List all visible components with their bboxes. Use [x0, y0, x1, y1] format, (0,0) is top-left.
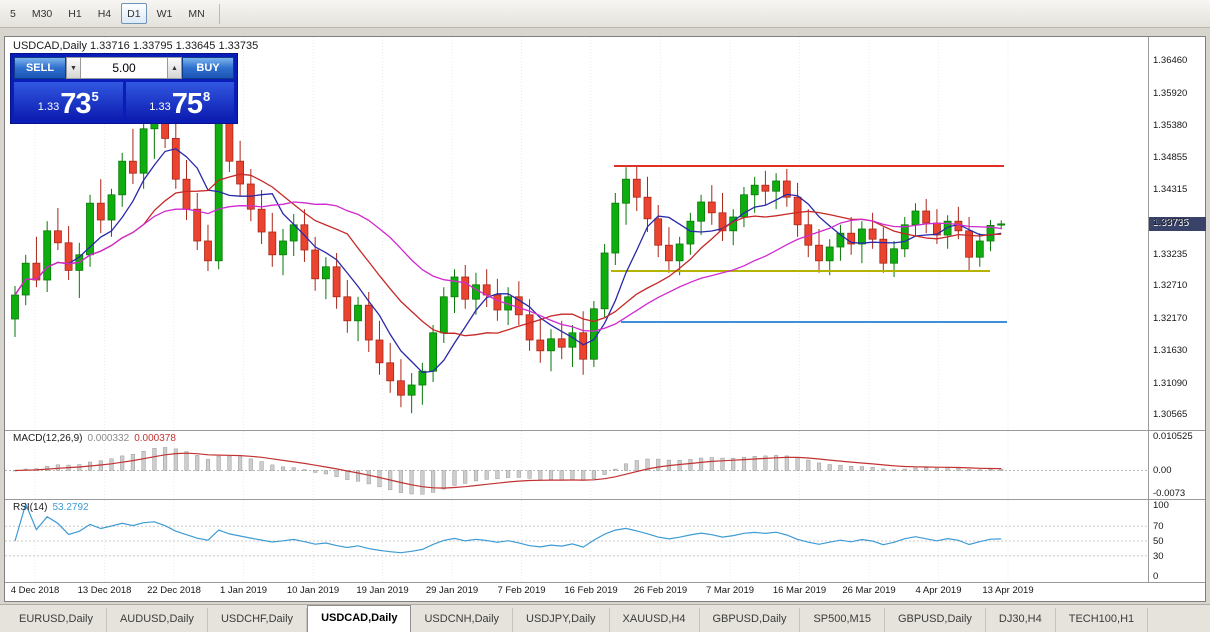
price-axis-label: 1.33235 [1153, 249, 1188, 260]
chart-tab-audusd-daily[interactable]: AUDUSD,Daily [107, 608, 208, 632]
candlestick-chart [11, 37, 1009, 430]
timeframe-button-m30[interactable]: M30 [26, 3, 58, 24]
date-axis-label: 13 Apr 2019 [982, 585, 1034, 596]
sell-price-display[interactable]: 1.33 73 5 [14, 82, 123, 120]
macd-axis: 0.010525 0.00 -0.0073 [1148, 431, 1205, 499]
trade-price-row: 1.33 73 5 1.33 75 8 [14, 82, 234, 120]
rsi-name: RSI(14) [13, 502, 48, 513]
date-axis-label: 4 Dec 2018 [10, 585, 60, 596]
buy-price-prefix: 1.33 [149, 101, 171, 113]
macd-label: MACD(12,26,9) 0.000332 0.000378 [13, 433, 176, 444]
timeframe-button-mn[interactable]: MN [182, 3, 210, 24]
rsi-value: 53.2792 [52, 502, 89, 513]
date-axis-label: 16 Feb 2019 [564, 585, 618, 596]
date-axis-label: 10 Jan 2019 [286, 585, 340, 596]
price-axis-label: 1.31630 [1153, 345, 1188, 356]
macd-axis-label: -0.0073 [1153, 488, 1186, 499]
macd-axis-label: 0.00 [1153, 465, 1172, 476]
buy-price-pip: 8 [202, 89, 211, 104]
time-axis: 4 Dec 2018 13 Dec 2018 22 Dec 2018 1 Jan 20… [5, 583, 1205, 600]
price-axis-label: 1.34855 [1153, 152, 1188, 163]
price-axis-label: 1.36460 [1153, 55, 1188, 66]
chart-tab-usdjpy-daily[interactable]: USDJPY,Daily [513, 608, 610, 632]
sell-price-big: 73 [60, 88, 91, 120]
macd-indicator [5, 431, 1148, 499]
chart-tab-usdcnh-daily[interactable]: USDCNH,Daily [411, 608, 514, 632]
date-axis-label: 26 Mar 2019 [842, 585, 896, 596]
chart-tab-gbpusd-daily[interactable]: GBPUSD,Daily [700, 608, 801, 632]
date-axis-label: 4 Apr 2019 [915, 585, 962, 596]
rsi-pane: RSI(14) 53.2792 100 70 50 30 0 [5, 500, 1205, 583]
chart-window: USDCAD,Daily 1.33716 1.33795 1.33645 1.3… [4, 36, 1206, 602]
date-axis-label: 26 Feb 2019 [633, 585, 688, 596]
date-axis-label: 16 Mar 2019 [772, 585, 827, 596]
timeframe-buttons: 5 M30 H1 H4 D1 W1 MN [2, 3, 213, 24]
macd-name: MACD(12,26,9) [13, 433, 83, 444]
chart-tab-tech100-h1[interactable]: TECH100,H1 [1056, 608, 1149, 632]
chart-tab-usdchf-daily[interactable]: USDCHF,Daily [208, 608, 308, 632]
date-axis-label: 1 Jan 2019 [219, 585, 268, 596]
price-axis-label: 1.31090 [1153, 378, 1188, 389]
macd-axis-label: 0.010525 [1153, 431, 1193, 442]
chart-tab-gbpusd-daily[interactable]: GBPUSD,Daily [885, 608, 986, 632]
date-axis-label: 7 Mar 2019 [705, 585, 755, 596]
macd-pane: MACD(12,26,9) 0.000332 0.000378 0.010525 0.… [5, 431, 1205, 500]
price-axis-label: 1.35380 [1153, 120, 1188, 131]
price-axis: 1.33735 1.36460 1.35920 1.35380 1.34855 1.34… [1148, 37, 1206, 430]
rsi-axis-label: 70 [1153, 521, 1164, 532]
rsi-axis-label: 100 [1153, 500, 1169, 511]
rsi-axis-label: 0 [1153, 571, 1159, 582]
volume-decrease-icon[interactable]: ▼ [66, 57, 81, 79]
macd-plot[interactable]: MACD(12,26,9) 0.000332 0.000378 [5, 431, 1148, 499]
sell-button[interactable]: SELL [14, 57, 66, 79]
sell-price-prefix: 1.33 [37, 101, 60, 113]
chart-tab-xauusd-h4[interactable]: XAUUSD,H4 [610, 608, 700, 632]
rsi-axis: 100 70 50 30 0 [1148, 500, 1205, 582]
sell-price-pip: 5 [91, 89, 99, 104]
chart-title: USDCAD,Daily 1.33716 1.33795 1.33645 1.3… [13, 40, 259, 52]
chart-tab-eurusd-daily[interactable]: EURUSD,Daily [6, 608, 107, 632]
current-price-badge: 1.33735 [1149, 217, 1206, 231]
buy-price-big: 75 [171, 88, 203, 120]
date-axis-label: 13 Dec 2018 [77, 585, 132, 596]
buy-button[interactable]: BUY [182, 57, 234, 79]
chart-tab-dj30-h4[interactable]: DJ30,H4 [986, 608, 1056, 632]
macd-signal-value: 0.000378 [134, 433, 176, 444]
timeframe-button-5[interactable]: 5 [4, 3, 22, 24]
chart-tabs-bar: EURUSD,Daily AUDUSD,Daily USDCHF,Daily USDC… [0, 604, 1210, 632]
main-chart-pane: USDCAD,Daily 1.33716 1.33795 1.33645 1.3… [5, 37, 1206, 431]
price-axis-label: 1.34315 [1153, 184, 1188, 195]
rsi-plot[interactable]: RSI(14) 53.2792 [5, 500, 1148, 582]
date-axis-label: 7 Feb 2019 [497, 585, 546, 596]
price-axis-label: 1.33775 [1153, 217, 1188, 228]
chart-tab-usdcad-daily[interactable]: USDCAD,Daily [307, 605, 412, 632]
timeframe-toolbar: 5 M30 H1 H4 D1 W1 MN [0, 0, 1210, 28]
date-axis-label: 22 Dec 2018 [147, 585, 201, 596]
timeframe-button-h4[interactable]: H4 [92, 3, 117, 24]
timeframe-button-d1[interactable]: D1 [121, 3, 147, 24]
price-axis-label: 1.35920 [1153, 88, 1188, 99]
rsi-axis-label: 30 [1153, 551, 1164, 562]
timeframe-button-w1[interactable]: W1 [151, 3, 179, 24]
volume-input[interactable] [81, 57, 167, 79]
rsi-axis-label: 50 [1153, 536, 1164, 547]
toolbar-separator [218, 3, 220, 24]
main-chart-plot[interactable]: USDCAD,Daily 1.33716 1.33795 1.33645 1.3… [5, 37, 1148, 430]
timeframe-button-h1[interactable]: H1 [62, 3, 87, 24]
rsi-label: RSI(14) 53.2792 [13, 502, 89, 513]
chart-tab-sp500-m15[interactable]: SP500,M15 [800, 608, 885, 632]
date-axis-label: 29 Jan 2019 [425, 585, 479, 596]
macd-main-value: 0.000332 [87, 433, 130, 444]
trade-order-row: SELL ▼ ▲ BUY [14, 57, 234, 79]
volume-increase-icon[interactable]: ▲ [167, 57, 182, 79]
rsi-indicator [5, 500, 1148, 582]
date-axis-label: 19 Jan 2019 [356, 585, 409, 596]
price-axis-label: 1.32710 [1153, 280, 1188, 291]
price-axis-label: 1.30565 [1153, 409, 1188, 420]
buy-price-display[interactable]: 1.33 75 8 [125, 82, 234, 120]
price-axis-label: 1.32170 [1153, 313, 1188, 324]
